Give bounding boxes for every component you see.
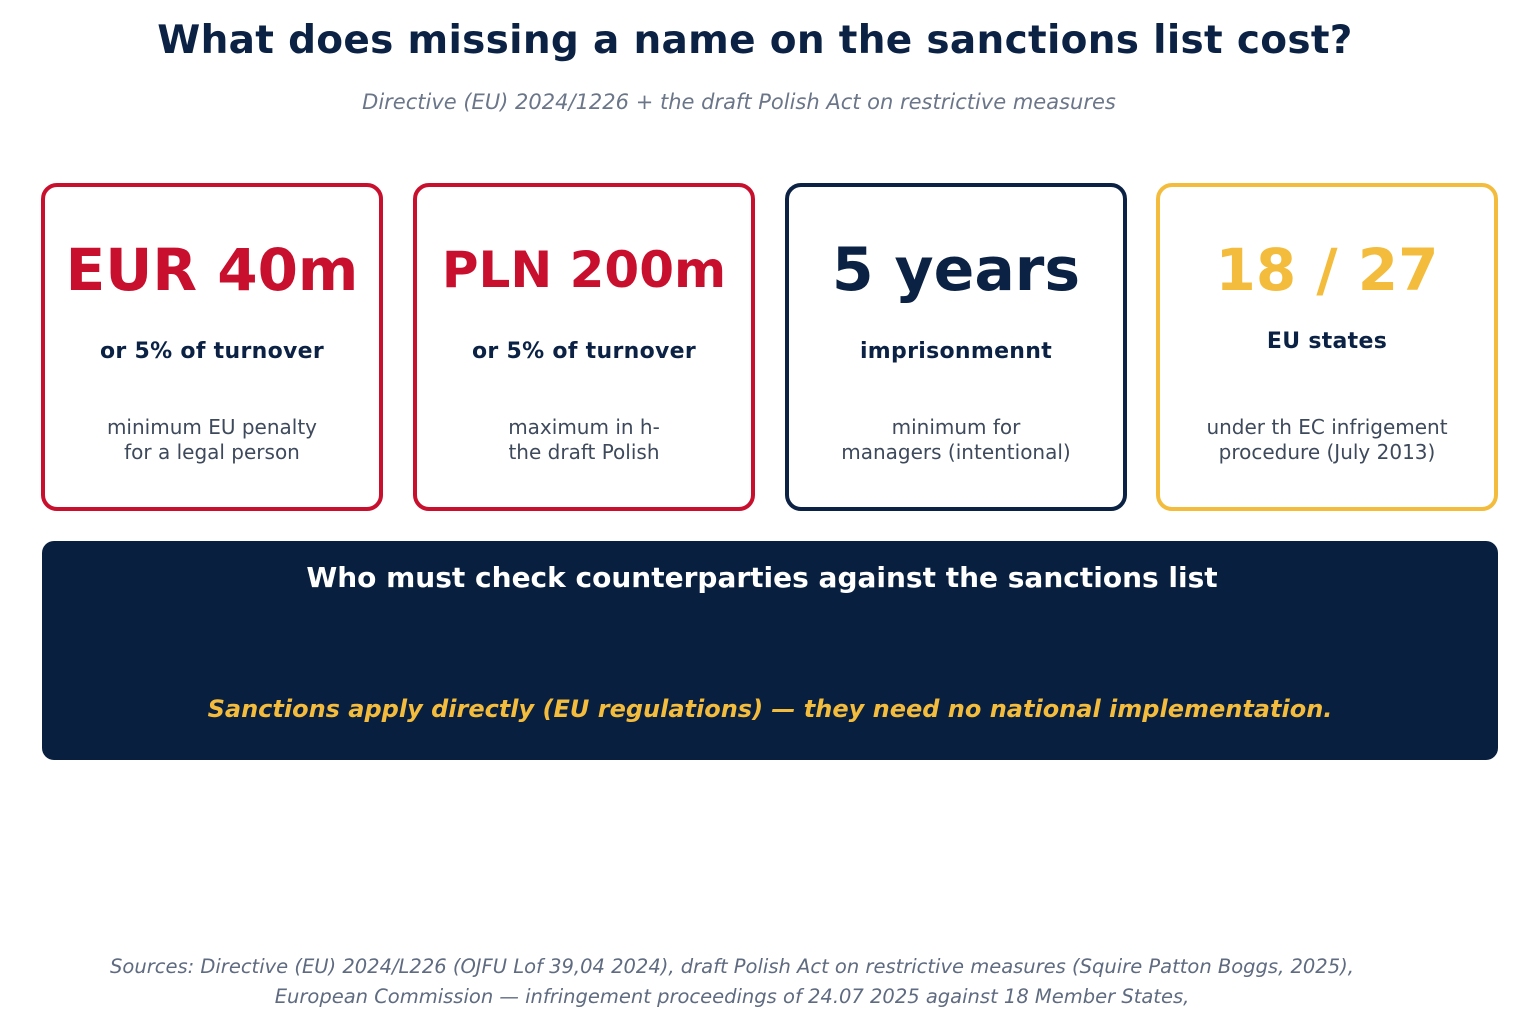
page-title: What does missing a name on the sanction… [157,18,1353,63]
card-description-line: procedure (July 2013) [1218,440,1436,464]
card-description-line: under th EC infrigement [1206,415,1448,439]
panel-note: Sanctions apply directly (EU regulations… [207,695,1333,723]
sources-line: European Commission — infringement proce… [274,985,1190,1008]
card-description-line: managers (intentional) [841,440,1071,464]
card-subvalue: imprisonmennt [859,339,1053,364]
sources-line: Sources: Directive (EU) 2024/L226 (OJFU … [110,955,1354,978]
card-subvalue: EU states [1266,329,1388,354]
card-value: EUR 40m [65,236,359,304]
page-subtitle: Directive (EU) 2024/1226 + the draft Pol… [362,90,1116,114]
card-value: 5 years [831,235,1081,305]
card-description: under th EC infrigement procedure (July … [1180,415,1474,465]
card-description: minimum for managers (intentional) [809,415,1103,465]
card-value: 18 / 27 [1215,236,1439,304]
who-must-check-panel: Who must check counterparties against th… [42,541,1498,760]
card-eu-states: 18 / 27 EU states under th EC infrigemen… [1156,183,1498,511]
card-subvalue: or 5% of turnover [472,339,696,364]
card-polish-maximum: PLN 200m or 5% of turnover maximum in h-… [413,183,755,511]
card-description-line: minimum EU penalty [106,415,318,439]
card-imprisonment: 5 years imprisonmennt minimum for manage… [785,183,1127,511]
card-subvalue: or 5% of turnover [100,339,324,364]
card-description-line: the draft Polish [508,440,660,464]
card-value: PLN 200m [441,241,727,299]
card-description: minimum EU penalty for a legal person [65,415,359,465]
card-eu-penalty: EUR 40m or 5% of turnover minimum EU pen… [41,183,383,511]
card-description-line: maximum in h- [508,415,660,439]
sources-footnote: Sources: Directive (EU) 2024/L226 (OJFU … [0,952,1464,1012]
card-description-line: for a legal person [124,440,300,464]
card-description-line: minimum for [891,415,1021,439]
card-description: maximum in h- the draft Polish [437,415,731,465]
panel-title: Who must check counterparties against th… [306,561,1218,594]
